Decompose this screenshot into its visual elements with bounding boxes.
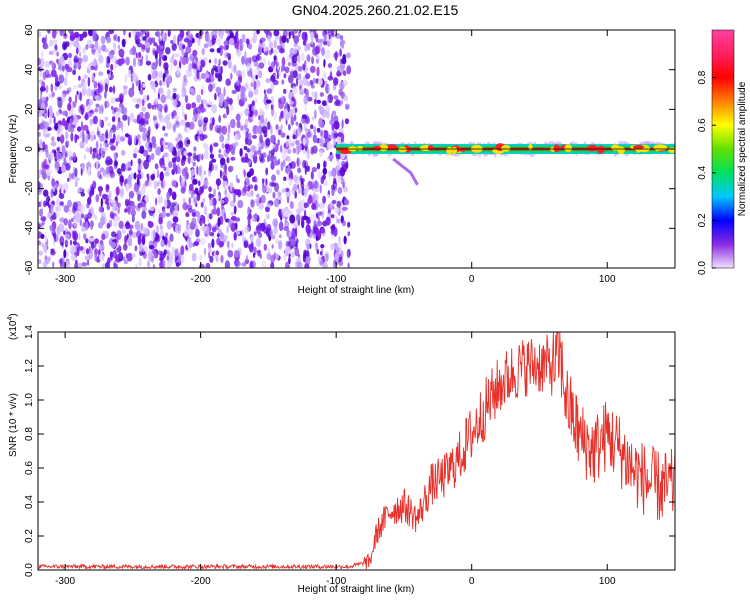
noise-speckle	[38, 30, 352, 268]
x-tick-label: 0	[469, 274, 475, 285]
snr-x-axis: -300 -200 -100 0 100	[55, 332, 616, 587]
spectrogram-plot-area	[38, 30, 675, 268]
x-tick-label: -200	[191, 576, 211, 587]
colorbar-label: Normalized spectral amplitude	[737, 81, 748, 216]
x-tick-label: -200	[191, 274, 211, 285]
y-tick-label: 1.2	[24, 359, 35, 373]
colorbar-scale	[711, 29, 735, 269]
colorbar-tick-label: 0.2	[697, 213, 708, 227]
page-title: GN04.2025.260.21.02.E15	[291, 2, 459, 18]
x-tick-label: -300	[55, 274, 75, 285]
x-tick-label: 100	[599, 576, 616, 587]
spectrogram-y-axis: 60 40 20 0 -20 -40 -60	[24, 24, 675, 275]
colorbar-tick-label: 0.4	[697, 165, 708, 179]
y-tick-label: -40	[24, 221, 35, 236]
snr-frame	[37, 331, 676, 571]
y-tick-label: 20	[24, 103, 35, 115]
snr-series-line	[38, 332, 675, 570]
y-tick-label: 0.2	[24, 529, 35, 543]
colorbar-tick-label: 0.0	[697, 261, 708, 275]
signal-trace	[336, 140, 675, 186]
x-tick-label: -100	[326, 576, 346, 587]
colorbar-tick-label: 0.8	[697, 70, 708, 84]
snr-panel: -300 -200 -100 0 100 0.0 0.2 0.4 0.6 0.8 1.0 1.2 1.…	[7, 313, 676, 595]
spectrogram-panel: -300 -200 -100 0 100 60 40 20 0 -20 -40 -60 Height…	[8, 24, 676, 296]
y-tick-label: -20	[24, 181, 35, 196]
colorbar-tick-label: 0.6	[697, 118, 708, 132]
spectrogram-y-label: Frequency (Hz)	[8, 115, 19, 184]
colorbar-ticks: 0.0 0.2 0.4 0.6 0.8	[697, 70, 716, 275]
signal-branch	[392, 157, 419, 186]
y-tick-label: 0.0	[24, 563, 35, 577]
y-tick-label: -60	[24, 260, 35, 275]
x-tick-label: -100	[326, 274, 346, 285]
colorbar: 0.0 0.2 0.4 0.6 0.8 Normalized spectral ampl…	[697, 29, 748, 275]
y-tick-label: 0	[24, 146, 35, 152]
y-tick-label: 0.6	[24, 461, 35, 475]
snr-x-label: Height of straight line (km)	[298, 584, 415, 595]
x-tick-label: 100	[599, 274, 616, 285]
y-tick-label: 40	[24, 64, 35, 76]
snr-plot-area	[38, 332, 675, 570]
y-tick-label: 1.4	[24, 325, 35, 339]
x-tick-label: 0	[469, 576, 475, 587]
spectrogram-x-label: Height of straight line (km)	[298, 285, 415, 296]
y-tick-label: 0.8	[24, 427, 35, 441]
y-tick-label: 60	[24, 24, 35, 36]
snr-y-label: SNR (10 * v/v)	[8, 393, 19, 457]
spectrogram-x-axis: -300 -200 -100 0 100	[55, 30, 616, 285]
snr-y-multiplier: (x104)	[7, 313, 19, 340]
y-tick-label: 0.4	[24, 495, 35, 509]
x-tick-label: -300	[55, 576, 75, 587]
y-tick-label: 1.0	[24, 393, 35, 407]
snr-y-axis: 0.0 0.2 0.4 0.6 0.8 1.0 1.2 1.4	[24, 325, 675, 577]
